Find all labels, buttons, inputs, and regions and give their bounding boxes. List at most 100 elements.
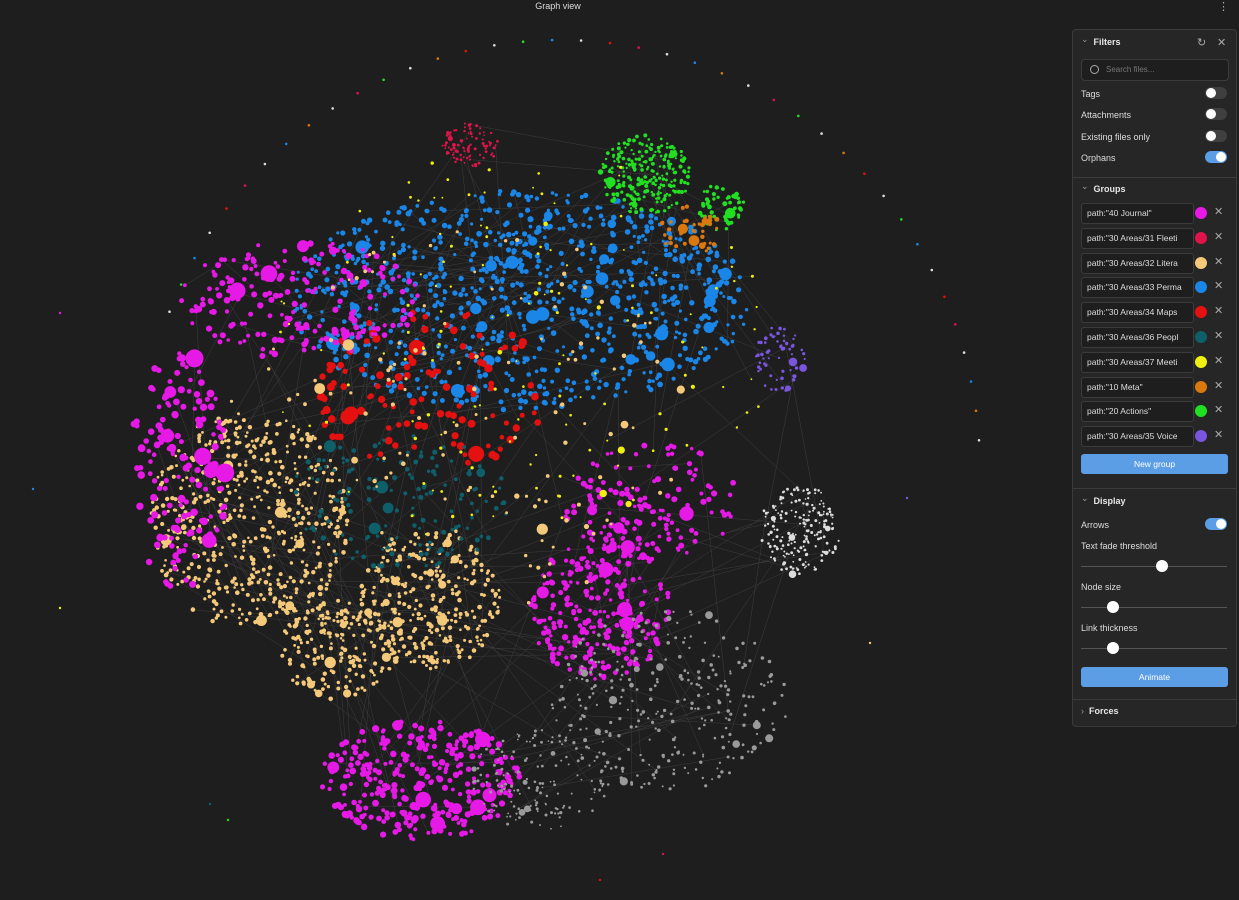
graph-node[interactable] bbox=[312, 657, 317, 662]
graph-node[interactable] bbox=[506, 202, 513, 208]
graph-node[interactable] bbox=[494, 144, 497, 147]
graph-node[interactable] bbox=[475, 509, 480, 513]
graph-node[interactable] bbox=[254, 438, 259, 443]
graph-node[interactable] bbox=[449, 313, 455, 319]
graph-node[interactable] bbox=[547, 616, 553, 621]
graph-node[interactable] bbox=[397, 274, 401, 279]
graph-node[interactable] bbox=[323, 291, 327, 295]
graph-node[interactable] bbox=[156, 404, 162, 410]
graph-node[interactable] bbox=[633, 452, 639, 457]
graph-node[interactable] bbox=[727, 740, 730, 743]
graph-node[interactable] bbox=[437, 818, 442, 823]
graph-node[interactable] bbox=[831, 516, 834, 519]
graph-node[interactable] bbox=[309, 637, 314, 641]
graph-node[interactable] bbox=[268, 296, 275, 303]
graph-node[interactable] bbox=[471, 648, 477, 653]
graph-node[interactable] bbox=[480, 360, 487, 368]
graph-node[interactable] bbox=[817, 489, 820, 492]
graph-node[interactable] bbox=[362, 738, 367, 743]
graph-node[interactable] bbox=[793, 540, 796, 544]
graph-node[interactable] bbox=[670, 144, 674, 149]
graph-node[interactable] bbox=[590, 779, 593, 783]
graph-node[interactable] bbox=[618, 174, 621, 177]
graph-node[interactable] bbox=[505, 247, 512, 253]
graph-node[interactable] bbox=[720, 770, 724, 774]
graph-node[interactable] bbox=[174, 369, 181, 376]
graph-node[interactable] bbox=[503, 787, 506, 791]
graph-node[interactable] bbox=[337, 281, 341, 285]
graph-node[interactable] bbox=[431, 399, 436, 404]
graph-node[interactable] bbox=[647, 782, 651, 785]
graph-node[interactable] bbox=[336, 686, 341, 691]
graph-node[interactable] bbox=[618, 619, 624, 624]
graph-node[interactable] bbox=[484, 416, 488, 420]
graph-node[interactable] bbox=[622, 170, 625, 173]
graph-node[interactable] bbox=[267, 313, 273, 319]
graph-node[interactable] bbox=[491, 152, 494, 155]
graph-node[interactable] bbox=[814, 545, 817, 548]
graph-node[interactable] bbox=[197, 577, 201, 582]
graph-node[interactable] bbox=[787, 543, 790, 546]
graph-node[interactable] bbox=[311, 345, 317, 351]
graph-node[interactable] bbox=[466, 384, 474, 393]
graph-node[interactable] bbox=[650, 207, 654, 210]
graph-node[interactable] bbox=[337, 756, 344, 763]
graph-node[interactable] bbox=[250, 580, 254, 585]
graph-node[interactable] bbox=[767, 357, 770, 360]
graph-node[interactable] bbox=[677, 331, 682, 335]
graph-node[interactable] bbox=[349, 756, 355, 762]
graph-node[interactable] bbox=[514, 493, 520, 499]
graph-node[interactable] bbox=[503, 222, 508, 228]
graph-node[interactable] bbox=[473, 358, 478, 363]
graph-node[interactable] bbox=[260, 346, 266, 352]
graph-node[interactable] bbox=[640, 630, 644, 634]
graph-node[interactable] bbox=[463, 577, 467, 581]
graph-node[interactable] bbox=[395, 562, 400, 568]
graph-node[interactable] bbox=[547, 223, 553, 229]
graph-node[interactable] bbox=[238, 340, 243, 345]
graph-node[interactable] bbox=[674, 237, 678, 241]
graph-node[interactable] bbox=[259, 443, 263, 447]
graph-node[interactable] bbox=[255, 607, 259, 611]
graph-node[interactable] bbox=[564, 518, 569, 523]
graph-node[interactable] bbox=[769, 530, 773, 534]
graph-node[interactable] bbox=[382, 456, 386, 461]
graph-node[interactable] bbox=[582, 714, 586, 719]
graph-node[interactable] bbox=[689, 527, 695, 533]
graph-node[interactable] bbox=[357, 406, 366, 415]
graph-node[interactable] bbox=[374, 346, 378, 350]
graph-node[interactable] bbox=[408, 635, 413, 640]
graph-node[interactable] bbox=[466, 137, 468, 140]
graph-node[interactable] bbox=[604, 157, 608, 161]
graph-node[interactable] bbox=[487, 813, 493, 820]
graph-node[interactable] bbox=[603, 631, 608, 637]
graph-node[interactable] bbox=[294, 617, 299, 622]
graph-node[interactable] bbox=[400, 636, 404, 641]
graph-node[interactable] bbox=[305, 288, 310, 293]
graph-node[interactable] bbox=[635, 535, 642, 542]
graph-node[interactable] bbox=[296, 510, 301, 515]
graph-node[interactable] bbox=[805, 565, 807, 568]
graph-node[interactable] bbox=[572, 634, 579, 641]
graph-node[interactable] bbox=[287, 548, 292, 553]
graph-node[interactable] bbox=[160, 473, 164, 477]
graph-node[interactable] bbox=[834, 547, 837, 551]
graph-node[interactable] bbox=[757, 405, 760, 408]
graph-node[interactable] bbox=[669, 296, 676, 302]
graph-node[interactable] bbox=[468, 127, 472, 130]
graph-node[interactable] bbox=[470, 303, 482, 315]
graph-node[interactable] bbox=[607, 511, 612, 515]
graph-node[interactable] bbox=[593, 504, 598, 508]
graph-node[interactable] bbox=[654, 546, 660, 552]
graph-node[interactable] bbox=[705, 189, 709, 194]
graph-node[interactable] bbox=[689, 313, 692, 316]
graph-node[interactable] bbox=[611, 192, 616, 197]
graph-node[interactable] bbox=[532, 504, 538, 509]
graph-node[interactable] bbox=[380, 279, 387, 285]
graph-node[interactable] bbox=[638, 213, 645, 219]
graph-node[interactable] bbox=[279, 337, 285, 344]
graph-node[interactable] bbox=[673, 335, 678, 340]
graph-node[interactable] bbox=[772, 701, 777, 705]
graph-node[interactable] bbox=[684, 317, 688, 322]
graph-node[interactable] bbox=[663, 522, 669, 528]
